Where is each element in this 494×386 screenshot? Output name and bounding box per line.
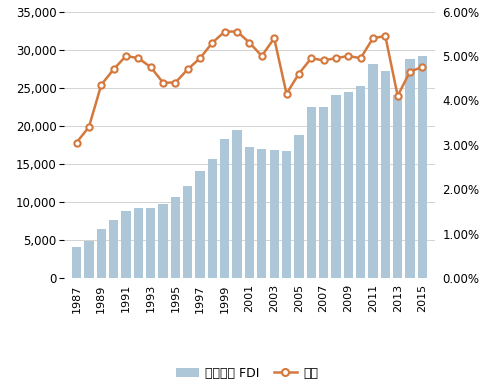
비중 bbox=[395, 93, 401, 98]
비중 bbox=[296, 71, 302, 76]
Bar bbox=[72, 247, 81, 278]
Bar bbox=[331, 95, 340, 278]
Bar bbox=[171, 197, 180, 278]
비중 bbox=[259, 54, 265, 58]
비중 bbox=[172, 80, 178, 85]
비중 bbox=[209, 40, 215, 45]
비중 bbox=[234, 29, 240, 34]
비중 bbox=[74, 140, 80, 145]
Bar bbox=[122, 211, 130, 278]
Bar bbox=[208, 159, 217, 278]
비중 bbox=[382, 34, 388, 38]
Bar bbox=[97, 229, 106, 278]
비중 bbox=[333, 56, 339, 61]
Bar bbox=[134, 208, 143, 278]
Bar bbox=[381, 71, 390, 278]
비중 bbox=[370, 36, 376, 41]
비중 bbox=[148, 65, 154, 69]
비중 bbox=[185, 67, 191, 71]
Bar bbox=[109, 220, 118, 278]
Legend: 대멕시코 FDI, 비중: 대멕시코 FDI, 비중 bbox=[176, 367, 318, 380]
비중 bbox=[419, 65, 425, 69]
비중 bbox=[111, 67, 117, 71]
Bar bbox=[406, 59, 414, 278]
비중 bbox=[123, 54, 129, 58]
Bar bbox=[183, 186, 192, 278]
비중 bbox=[271, 36, 277, 41]
비중 bbox=[284, 91, 289, 96]
비중 bbox=[135, 56, 141, 61]
비중 bbox=[321, 58, 327, 63]
Line: 비중: 비중 bbox=[74, 29, 425, 146]
Bar bbox=[418, 56, 427, 278]
비중 bbox=[98, 83, 104, 87]
Bar bbox=[84, 240, 93, 278]
비중 bbox=[160, 80, 166, 85]
Bar bbox=[245, 147, 254, 278]
Bar bbox=[146, 208, 155, 278]
Bar bbox=[393, 95, 402, 278]
비중 bbox=[358, 56, 364, 61]
Bar bbox=[294, 135, 303, 278]
Bar bbox=[196, 171, 205, 278]
Bar bbox=[220, 139, 229, 278]
Bar bbox=[319, 107, 328, 278]
비중 bbox=[407, 69, 413, 74]
Bar bbox=[369, 64, 377, 278]
Bar bbox=[282, 151, 291, 278]
비중 bbox=[222, 29, 228, 34]
비중 bbox=[308, 56, 314, 61]
비중 bbox=[86, 125, 92, 129]
Bar bbox=[233, 130, 242, 278]
Bar bbox=[356, 86, 365, 278]
Bar bbox=[257, 149, 266, 278]
Bar bbox=[307, 107, 316, 278]
Bar bbox=[159, 204, 167, 278]
Bar bbox=[344, 92, 353, 278]
Bar bbox=[270, 150, 279, 278]
비중 bbox=[247, 40, 252, 45]
비중 bbox=[345, 54, 351, 58]
비중 bbox=[197, 56, 203, 61]
